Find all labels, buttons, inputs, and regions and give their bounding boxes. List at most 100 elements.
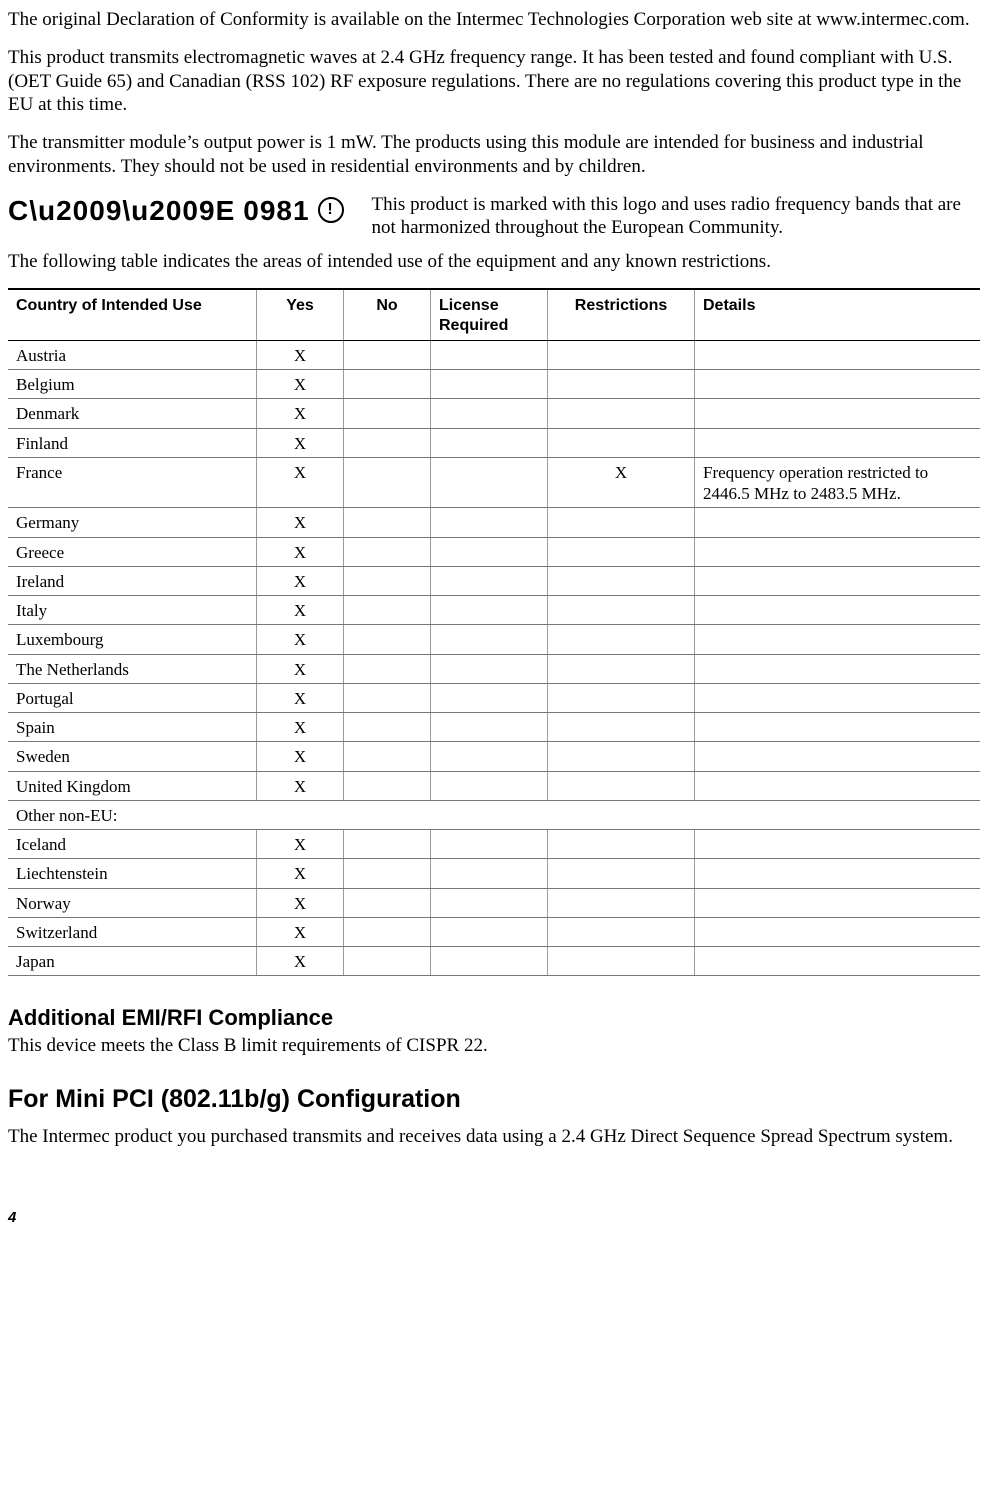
- table-row: AustriaX: [8, 340, 980, 369]
- table-cell-license: [431, 566, 548, 595]
- table-cell-restrictions: [548, 340, 695, 369]
- table-header-row: Country of Intended Use Yes No License R…: [8, 289, 980, 341]
- table-cell-yes: X: [257, 830, 344, 859]
- table-cell-yes: X: [257, 859, 344, 888]
- table-cell-license: [431, 340, 548, 369]
- table-cell-restrictions: [548, 859, 695, 888]
- table-cell-license: [431, 370, 548, 399]
- table-cell-no: [344, 399, 431, 428]
- table-row: The NetherlandsX: [8, 654, 980, 683]
- table-cell-yes: X: [257, 888, 344, 917]
- table-cell-country: Sweden: [8, 742, 257, 771]
- table-cell-yes: X: [257, 340, 344, 369]
- table-cell-no: [344, 596, 431, 625]
- table-cell-yes: X: [257, 537, 344, 566]
- table-cell-details: [695, 340, 981, 369]
- table-cell-restrictions: [548, 566, 695, 595]
- table-cell-yes: X: [257, 713, 344, 742]
- table-cell-country: Germany: [8, 508, 257, 537]
- table-cell-license: [431, 508, 548, 537]
- table-row: SpainX: [8, 713, 980, 742]
- table-row: PortugalX: [8, 683, 980, 712]
- table-cell-details: [695, 596, 981, 625]
- table-cell-yes: X: [257, 742, 344, 771]
- table-cell-details: [695, 537, 981, 566]
- table-row: LiechtensteinX: [8, 859, 980, 888]
- table-cell-license: [431, 683, 548, 712]
- table-cell-section: Other non-EU:: [8, 800, 980, 829]
- table-cell-restrictions: [548, 742, 695, 771]
- table-cell-restrictions: [548, 537, 695, 566]
- alert-icon: !: [318, 197, 344, 223]
- table-row: IcelandX: [8, 830, 980, 859]
- table-cell-license: [431, 947, 548, 976]
- table-cell-restrictions: [548, 947, 695, 976]
- table-cell-details: [695, 566, 981, 595]
- table-row: SwitzerlandX: [8, 917, 980, 946]
- table-cell-restrictions: [548, 830, 695, 859]
- table-cell-details: [695, 399, 981, 428]
- table-row: GermanyX: [8, 508, 980, 537]
- table-cell-yes: X: [257, 457, 344, 508]
- table-row: IrelandX: [8, 566, 980, 595]
- table-cell-no: [344, 457, 431, 508]
- ce-mark-row: C\u2009\u2009E 0981 ! This product is ma…: [8, 193, 980, 241]
- table-cell-details: [695, 859, 981, 888]
- table-cell-country: Luxembourg: [8, 625, 257, 654]
- table-cell-no: [344, 428, 431, 457]
- th-restrictions: Restrictions: [548, 289, 695, 341]
- table-cell-country: Switzerland: [8, 917, 257, 946]
- table-cell-yes: X: [257, 683, 344, 712]
- table-cell-yes: X: [257, 428, 344, 457]
- table-cell-country: Spain: [8, 713, 257, 742]
- table-cell-country: Italy: [8, 596, 257, 625]
- paragraph: This product transmits electromagnetic w…: [8, 46, 980, 117]
- table-cell-details: [695, 888, 981, 917]
- table-cell-license: [431, 457, 548, 508]
- paragraph: The following table indicates the areas …: [8, 250, 980, 274]
- table-row: ItalyX: [8, 596, 980, 625]
- page-number: 4: [8, 1209, 980, 1228]
- table-cell-details: [695, 947, 981, 976]
- table-cell-details: [695, 742, 981, 771]
- ce-mark-logo: C\u2009\u2009E 0981 !: [8, 193, 344, 228]
- table-cell-yes: X: [257, 508, 344, 537]
- table-cell-restrictions: [548, 508, 695, 537]
- table-cell-country: Finland: [8, 428, 257, 457]
- table-cell-license: [431, 888, 548, 917]
- table-cell-no: [344, 625, 431, 654]
- table-cell-license: [431, 428, 548, 457]
- table-cell-no: [344, 654, 431, 683]
- table-cell-country: Norway: [8, 888, 257, 917]
- table-cell-country: Ireland: [8, 566, 257, 595]
- table-cell-restrictions: [548, 917, 695, 946]
- ce-mark-description: This product is marked with this logo an…: [372, 193, 980, 241]
- table-cell-details: Frequency operation restricted to 2446.5…: [695, 457, 981, 508]
- table-cell-no: [344, 566, 431, 595]
- table-cell-country: The Netherlands: [8, 654, 257, 683]
- table-row: United KingdomX: [8, 771, 980, 800]
- table-cell-restrictions: [548, 625, 695, 654]
- table-cell-no: [344, 370, 431, 399]
- table-cell-country: Austria: [8, 340, 257, 369]
- table-cell-no: [344, 537, 431, 566]
- table-cell-country: France: [8, 457, 257, 508]
- th-license: License Required: [431, 289, 548, 341]
- table-cell-license: [431, 596, 548, 625]
- table-cell-yes: X: [257, 399, 344, 428]
- table-cell-yes: X: [257, 596, 344, 625]
- table-cell-license: [431, 830, 548, 859]
- table-cell-restrictions: [548, 654, 695, 683]
- table-cell-license: [431, 399, 548, 428]
- ce-icon: C\u2009\u2009E: [8, 193, 235, 228]
- table-row: LuxembourgX: [8, 625, 980, 654]
- table-cell-restrictions: [548, 683, 695, 712]
- table-cell-no: [344, 340, 431, 369]
- table-cell-no: [344, 888, 431, 917]
- th-details: Details: [695, 289, 981, 341]
- table-row: DenmarkX: [8, 399, 980, 428]
- table-cell-no: [344, 713, 431, 742]
- table-cell-details: [695, 683, 981, 712]
- table-cell-no: [344, 771, 431, 800]
- table-cell-license: [431, 771, 548, 800]
